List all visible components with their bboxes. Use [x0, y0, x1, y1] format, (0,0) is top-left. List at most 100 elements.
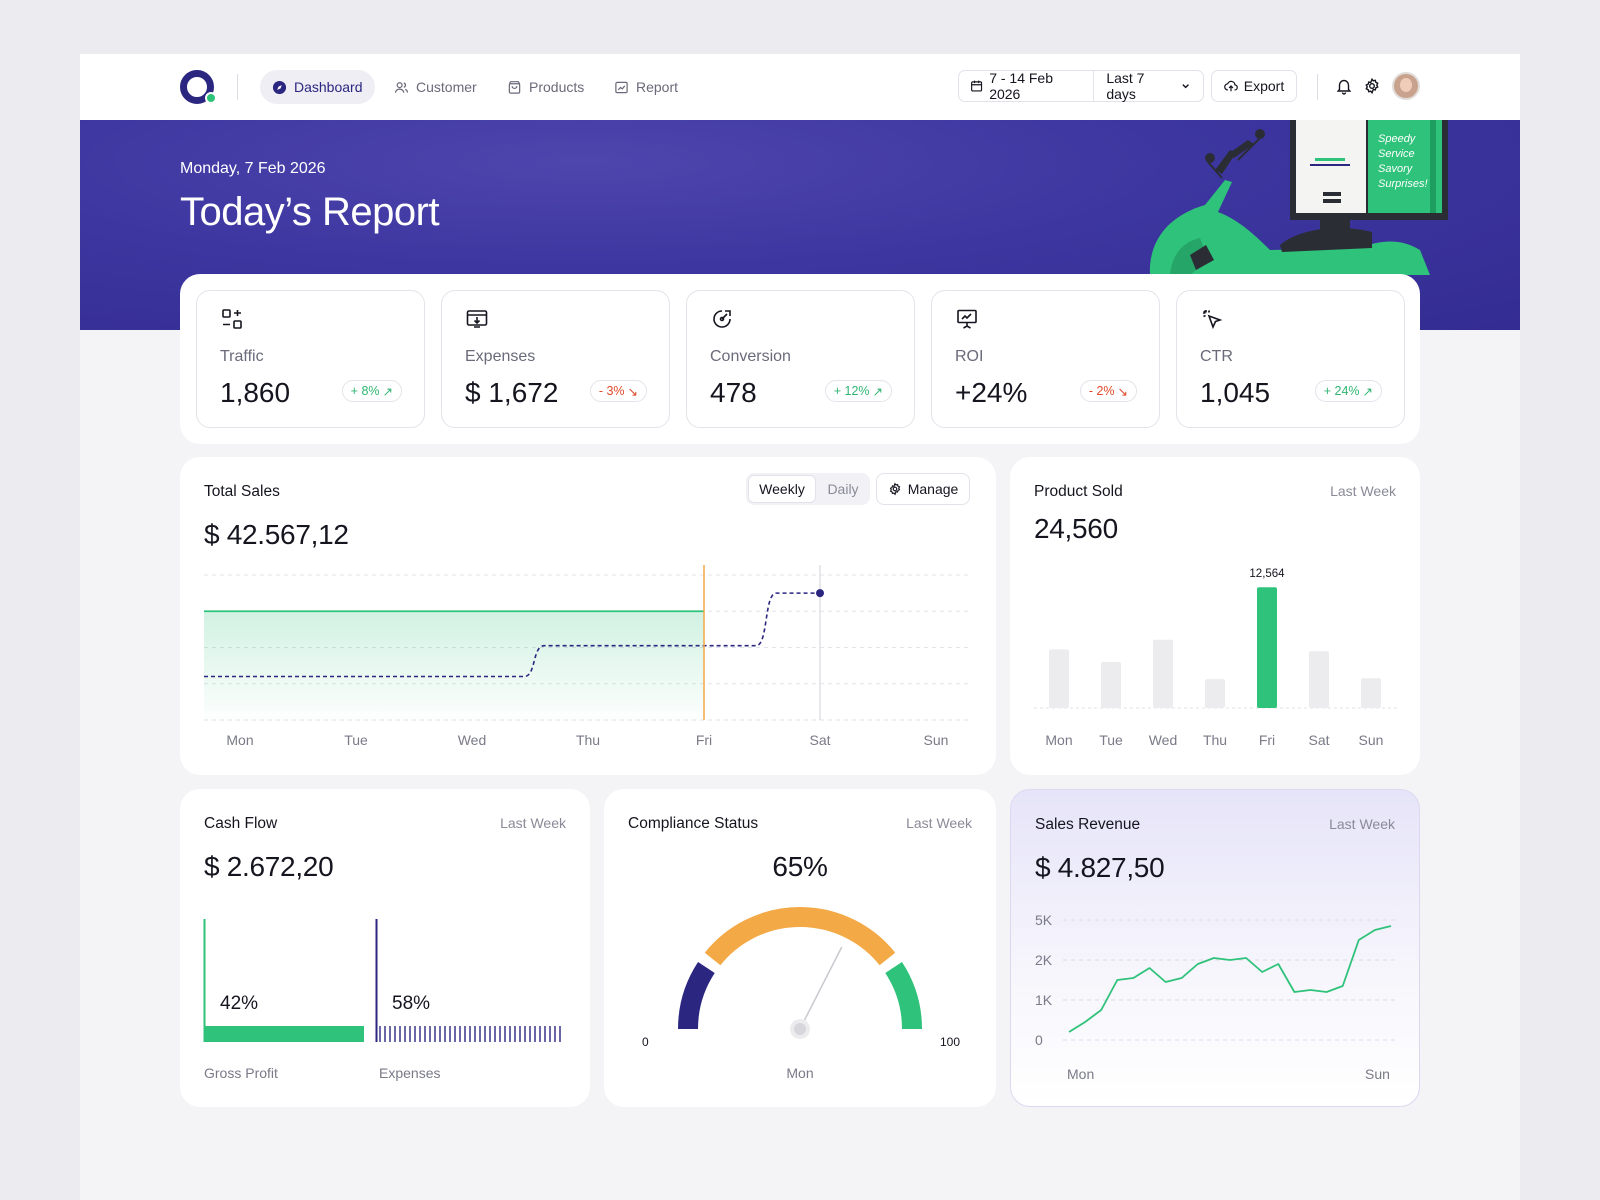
period-select[interactable]: Last 7 days: [1094, 70, 1203, 102]
kpi-change: - 2%: [1088, 384, 1115, 398]
gauge-needle: [799, 946, 843, 1030]
kpi-card-ctr[interactable]: CTR 1,045 + 24% ↗: [1176, 290, 1405, 428]
kpi-change-badge: + 24% ↗: [1314, 380, 1382, 402]
expenses-percent: 58%: [392, 993, 430, 1014]
gear-icon: [889, 482, 900, 496]
bar: [1101, 661, 1121, 708]
product-sold-chart: Mon Tue Wed Thu 12,564 Fri Sat Sun: [1034, 568, 1398, 748]
card-title: Sales Revenue: [1035, 816, 1141, 833]
x-tick-label: Fri: [696, 732, 712, 748]
promo-line: Speedy: [1378, 133, 1417, 145]
kpi-label: Traffic: [220, 348, 264, 365]
kpi-change: + 24%: [1323, 384, 1360, 398]
arrow-down-right-icon: ↘: [627, 384, 638, 399]
x-tick-label: Mon: [1045, 732, 1072, 748]
bar: [1153, 639, 1173, 708]
hero-date: Monday, 7 Feb 2026: [180, 160, 326, 177]
nav-report[interactable]: Report: [602, 70, 690, 104]
arrow-up-right-icon: ↗: [382, 384, 393, 399]
kpi-label: ROI: [955, 348, 984, 365]
export-label: Export: [1243, 78, 1285, 94]
export-button[interactable]: Export: [1211, 70, 1297, 102]
sales-revenue-chart: 0 1K 2K 5K: [1035, 912, 1397, 1048]
nav-customer[interactable]: Customer: [382, 70, 489, 104]
compliance-gauge: [678, 907, 922, 1039]
arrow-up-right-icon: ↗: [1362, 384, 1373, 399]
manage-button[interactable]: Manage: [876, 473, 970, 505]
divider: [237, 74, 238, 100]
kpi-change-badge: - 2% ↘: [1079, 380, 1137, 402]
total-sales-value: $ 42.567,12: [204, 519, 349, 550]
bar-value-label: 12,564: [1249, 568, 1285, 580]
gauge-max-label: 100: [940, 1035, 961, 1049]
scooter-illustration: Speedy Service Savory Surprises!: [1149, 120, 1448, 275]
period-label: Last 7 days: [1106, 70, 1145, 102]
x-tick-label: Fri: [1259, 732, 1275, 748]
bar: [1361, 678, 1381, 708]
sales-revenue-card: Sales Revenue Last Week $ 4.827,50 0 1K 2K…: [1010, 789, 1420, 1107]
kpi-change-badge: + 8% ↗: [341, 380, 402, 402]
page-title: Today’s Report: [180, 190, 440, 234]
card-title: Compliance Status: [628, 815, 759, 832]
kpi-panel: Traffic 1,860 + 8% ↗ Expenses $ 1,672 - 3…: [180, 274, 1420, 444]
series-area: [204, 611, 704, 726]
cursor-click-icon: [1203, 310, 1223, 330]
kpi-change: + 8%: [350, 384, 380, 398]
nav-products[interactable]: Products: [495, 70, 596, 104]
nav-dashboard[interactable]: Dashboard: [260, 70, 375, 104]
revenue-line: [1068, 925, 1392, 1033]
kpi-card-conversion[interactable]: Conversion 478 + 12% ↗: [686, 290, 915, 428]
bar: [1049, 649, 1069, 708]
promo-line: Surprises!: [1378, 178, 1428, 190]
gross-profit-percent: 42%: [220, 993, 258, 1014]
card-title: Product Sold: [1034, 483, 1123, 500]
gauge-segment: [704, 907, 896, 966]
cash-flow-card: Cash Flow Last Week $ 2.672,20 42% 58% Gr…: [180, 789, 590, 1107]
chevron-down-icon: [1182, 84, 1189, 89]
x-tick-label: Sat: [809, 732, 830, 748]
y-tick-label: 2K: [1035, 952, 1053, 968]
avatar[interactable]: [1392, 72, 1420, 100]
compass-icon: [272, 80, 287, 94]
bell-icon[interactable]: [1335, 77, 1353, 95]
brand-logo[interactable]: [180, 70, 214, 104]
card-period: Last Week: [1330, 483, 1396, 499]
manage-label: Manage: [907, 481, 959, 497]
bag-icon: [508, 80, 521, 94]
kpi-card-roi[interactable]: ROI +24% - 2% ↘: [931, 290, 1160, 428]
cash-flow-value: $ 2.672,20: [204, 851, 334, 882]
kpi-label: Conversion: [710, 348, 791, 365]
toggle-daily[interactable]: Daily: [827, 481, 859, 497]
toggle-weekly[interactable]: Weekly: [748, 475, 816, 503]
x-start-label: Mon: [1067, 1066, 1095, 1082]
kpi-card-traffic[interactable]: Traffic 1,860 + 8% ↗: [196, 290, 425, 428]
chart-icon: [615, 81, 628, 93]
dashboard-app: Dashboard Customer Products Report 7 - 1…: [80, 54, 1520, 1200]
bar: [1257, 587, 1277, 708]
y-tick-label: 5K: [1035, 912, 1053, 928]
sales-revenue-value: $ 4.827,50: [1035, 852, 1165, 883]
presentation-icon: [957, 309, 977, 329]
gauge-day-label: Mon: [786, 1065, 814, 1081]
cash-flow-chart: 42% 58%: [203, 919, 561, 1042]
kpi-card-expenses[interactable]: Expenses $ 1,672 - 3% ↘: [441, 290, 670, 428]
x-tick-label: Wed: [1149, 732, 1178, 748]
x-tick-label: Mon: [226, 732, 253, 748]
gross-profit-bar: [204, 1026, 364, 1042]
y-tick-label: 0: [1035, 1032, 1043, 1048]
gear-icon[interactable]: [1363, 77, 1381, 95]
gauge-segment: [678, 962, 715, 1030]
cloud-upload-icon: [1223, 80, 1238, 92]
x-tick-label: Sun: [1359, 732, 1384, 748]
promo-line: Savory: [1378, 163, 1414, 175]
compliance-value: 65%: [772, 851, 828, 882]
card-title: Cash Flow: [204, 815, 278, 832]
card-period: Last Week: [1329, 816, 1395, 832]
date-range-picker[interactable]: 7 - 14 Feb 2026: [959, 70, 1095, 102]
kpi-value: $ 1,672: [465, 377, 559, 408]
kpi-change: + 12%: [833, 384, 870, 398]
x-tick-label: Thu: [1203, 732, 1227, 748]
scan-icon: [222, 309, 242, 329]
arrow-up-right-icon: ↗: [872, 384, 883, 399]
arrow-down-right-icon: ↘: [1117, 384, 1128, 399]
